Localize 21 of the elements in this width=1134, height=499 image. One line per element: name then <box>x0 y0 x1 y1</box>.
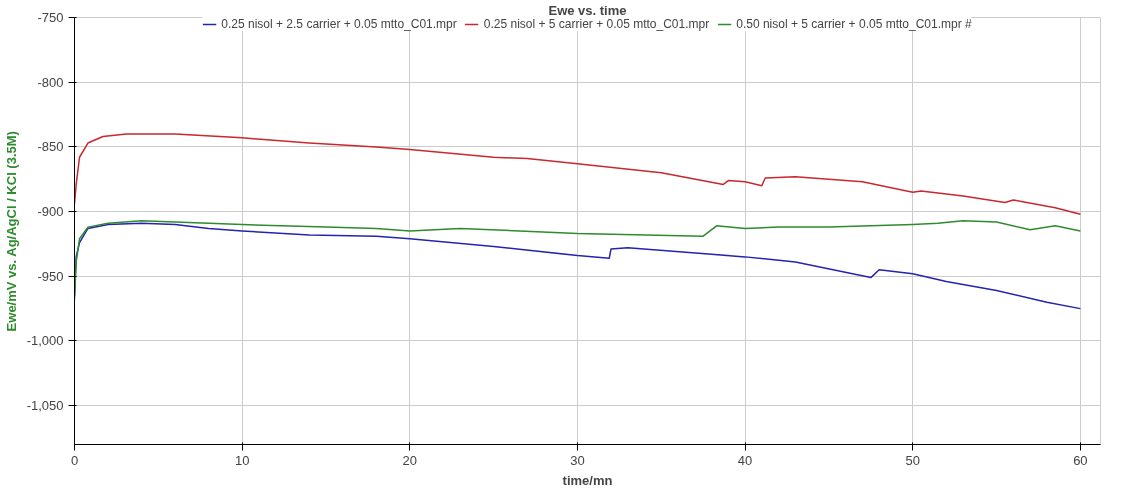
y-tick-label: -950 <box>37 268 64 284</box>
y-tick-label: -850 <box>37 139 64 155</box>
x-tick-label: 10 <box>234 452 250 468</box>
x-tick-label: 40 <box>737 452 753 468</box>
y-axis-title: Ewe/mV vs. Ag/AgCl / KCl (3.5M) <box>3 131 19 332</box>
legend-label: 0.25 nisol + 5 carrier + 0.05 mtto_C01.mpr <box>483 17 710 31</box>
line-series <box>74 133 1082 215</box>
y-tick-label: -750 <box>37 10 64 25</box>
x-tick-label: 0 <box>70 452 79 468</box>
x-tick-label: 60 <box>1073 452 1088 468</box>
y-tick-label: -900 <box>37 204 64 220</box>
x-tick-label: 30 <box>570 452 585 468</box>
x-tick-label: 20 <box>402 452 418 468</box>
x-tick-label: 50 <box>905 452 920 468</box>
y-tick-label: -800 <box>37 74 64 90</box>
y-tick-label: -1,000 <box>26 333 64 349</box>
legend-label: 0.25 nisol + 2.5 carrier + 0.05 mtto_C01.mpr <box>221 17 457 31</box>
chart-title: Ewe vs. time <box>548 2 627 18</box>
x-axis-title: time/mn <box>562 472 613 488</box>
y-tick-label: -1,050 <box>26 398 64 414</box>
legend-label: 0.50 nisol + 5 carrier + 0.05 mtto_C01.mpr # <box>736 17 972 31</box>
